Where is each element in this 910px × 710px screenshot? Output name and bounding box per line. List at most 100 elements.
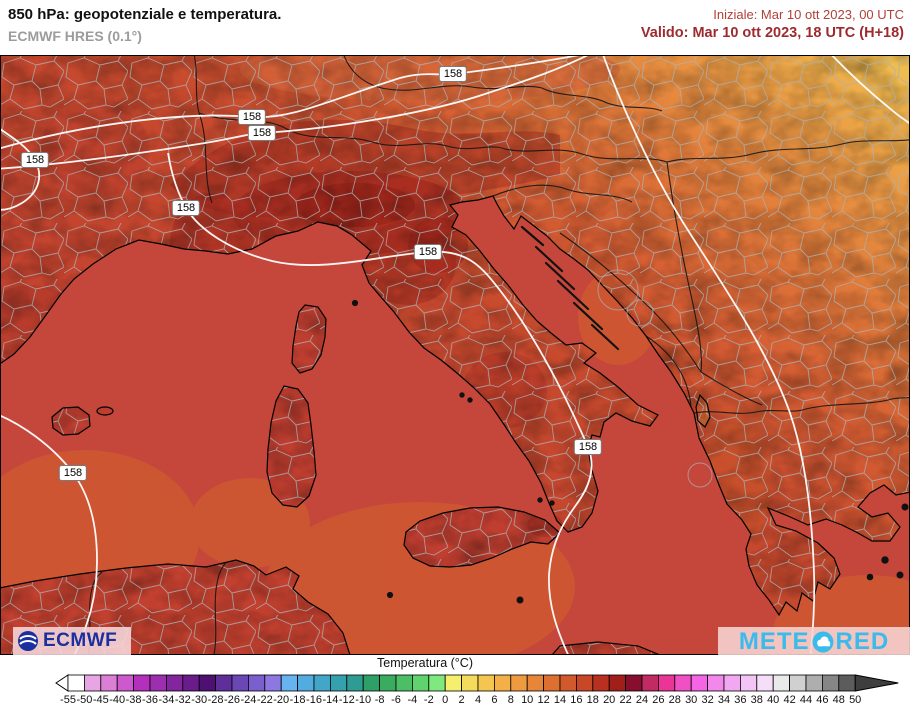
colorbar-cell: [133, 674, 151, 692]
colorbar-tick: -12: [339, 694, 355, 706]
basemap-graphic: [0, 55, 910, 655]
colorbar-cell: [592, 674, 610, 692]
colorbar-cell: [297, 674, 315, 692]
meteored-wordmark-left: METE: [738, 628, 810, 655]
colorbar-cell: [165, 674, 184, 692]
colorbar-tick: 46: [816, 694, 828, 706]
meteored-logo: METE RED: [718, 627, 910, 655]
colorbar-cell: [756, 674, 774, 692]
colorbar-tick: 16: [570, 694, 582, 706]
meteored-wordmark-right: RED: [835, 628, 890, 655]
colorbar-cell: [67, 674, 85, 692]
colorbar-cell: [346, 674, 364, 692]
colorbar-cell: [740, 674, 758, 692]
colorbar-tick: 44: [800, 694, 812, 706]
geopotential-contour-label: 158: [573, 439, 603, 455]
colorbar-cell: [674, 674, 692, 692]
model-label: ECMWF HRES (0.1°): [8, 28, 142, 44]
colorbar-tick: -50: [76, 694, 92, 706]
colorbar-tick: -26: [224, 694, 240, 706]
colorbar-tick: 8: [508, 694, 514, 706]
geopotential-contour-label: 158: [20, 152, 50, 168]
colorbar-cell: [477, 674, 495, 692]
country-borders: [9, 55, 910, 655]
colorbar-cell: [362, 674, 381, 692]
colorbar-cell: [658, 674, 676, 692]
colorbar-right-arrow: [854, 674, 899, 692]
colorbar-left-arrow: [55, 674, 69, 692]
temperature-colorbar: -55 -50 -45 -40 -38 -36 -34 -32 -30 -28 -26 -24 -22-…: [55, 674, 899, 706]
colorbar-tick: -32: [175, 694, 191, 706]
colorbar-cell: [444, 674, 463, 692]
colorbar-tick: -10: [355, 694, 371, 706]
colorbar-cell: [198, 674, 216, 692]
colorbar-tick: -20: [273, 694, 289, 706]
colorbar-cell: [84, 674, 102, 692]
colorbar-cell: [395, 674, 413, 692]
geopotential-contour-label: 158: [58, 465, 88, 481]
colorbar-tick: -38: [126, 694, 142, 706]
colorbar-tick: -36: [142, 694, 158, 706]
colorbar-tick: 22: [619, 694, 631, 706]
colorbar-cell: [428, 674, 446, 692]
colorbar-tick: 50: [849, 694, 861, 706]
colorbar-tick: 48: [833, 694, 845, 706]
colorbar-tick: 4: [475, 694, 481, 706]
colorbar-tick: -45: [93, 694, 109, 706]
colorbar-tick: 42: [783, 694, 795, 706]
colorbar-tick: -24: [240, 694, 256, 706]
colorbar-tick: 30: [685, 694, 697, 706]
colorbar-tick: -8: [375, 694, 385, 706]
colorbar-cell: [789, 674, 807, 692]
ecmwf-globe-icon: [18, 631, 38, 651]
colorbar-cell: [182, 674, 200, 692]
colorbar-tick: 14: [554, 694, 566, 706]
meteored-cloud-icon: [812, 631, 833, 652]
colorbar-tick: -28: [208, 694, 224, 706]
colorbar-tick: -2: [424, 694, 434, 706]
geopotential-contour-label: 158: [247, 125, 277, 141]
colorbar-cell: [411, 674, 430, 692]
colorbar-cell: [772, 674, 791, 692]
geopotential-contour-label: 158: [413, 244, 443, 260]
colorbar-cell: [280, 674, 299, 692]
colorbar-cell: [559, 674, 577, 692]
colorbar-cell: [100, 674, 118, 692]
colorbar-tick: 34: [718, 694, 730, 706]
colorbar-cell: [461, 674, 479, 692]
geopotential-contour-label: 158: [171, 200, 201, 216]
colorbar-tick: -34: [158, 694, 174, 706]
colorbar-tick: -40: [109, 694, 125, 706]
geopotential-contour-label: 158: [237, 109, 267, 125]
colorbar-cell: [838, 674, 856, 692]
colorbar-tick: 20: [603, 694, 615, 706]
colorbar-tick: -14: [322, 694, 338, 706]
page-title: 850 hPa: geopotenziale e temperatura.: [8, 6, 282, 23]
coastlines: [0, 195, 910, 655]
colorbar-cell: [707, 674, 725, 692]
colorbar-cell: [247, 674, 266, 692]
colorbar-title: Temperatura (°C): [377, 656, 473, 670]
colorbar-cell: [576, 674, 594, 692]
ecmwf-wordmark: ECMWF: [43, 630, 118, 651]
colorbar-tick: 6: [491, 694, 497, 706]
colorbar-tick: 24: [636, 694, 648, 706]
colorbar-tick: -6: [391, 694, 401, 706]
colorbar-tick: 28: [669, 694, 681, 706]
valid-time: Valido: Mar 10 ott 2023, 18 UTC (H+18): [640, 25, 904, 41]
colorbar-cell: [625, 674, 643, 692]
colorbar-tick: 0: [442, 694, 448, 706]
colorbar-tick: -4: [408, 694, 418, 706]
colorbar-tick: 18: [587, 694, 599, 706]
colorbar-cell: [723, 674, 741, 692]
colorbar-tick: 26: [652, 694, 664, 706]
colorbar-cell: [690, 674, 709, 692]
colorbar-tick: -30: [191, 694, 207, 706]
colorbar-cell: [641, 674, 659, 692]
colorbar-tick: 36: [734, 694, 746, 706]
small-islands: [351, 225, 909, 604]
colorbar-cell: [116, 674, 134, 692]
colorbar-tick: -16: [306, 694, 322, 706]
colorbar-cell: [805, 674, 823, 692]
